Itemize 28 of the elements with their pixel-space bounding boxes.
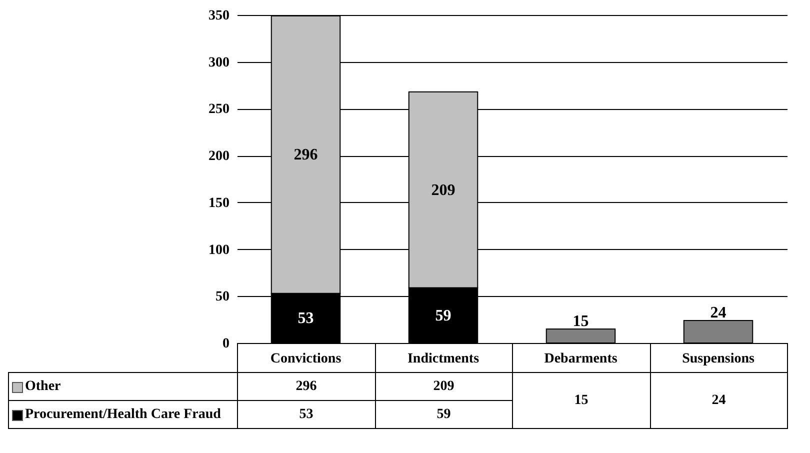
- data-label: 53: [238, 400, 375, 428]
- x-tick-label: Indictments: [407, 352, 480, 366]
- y-tick-label: 350: [208, 8, 230, 24]
- x-tick-label: Debarments: [544, 352, 618, 366]
- text: 15: [574, 392, 588, 408]
- text: 59: [435, 307, 452, 324]
- x-tick-label: Suspensions: [682, 352, 755, 366]
- data-label: 24: [710, 304, 726, 322]
- data-label: 296: [238, 372, 375, 400]
- text: 296: [294, 146, 318, 164]
- text: 209: [431, 182, 456, 199]
- bar: [683, 320, 754, 344]
- y-tick-label: 100: [208, 242, 230, 258]
- y-tick-label: 0: [222, 336, 230, 352]
- y-tick-label: 300: [208, 55, 230, 70]
- data-label: 59: [375, 400, 512, 428]
- x-tick-label: Convictions: [270, 352, 342, 366]
- data-label: 15: [572, 312, 589, 330]
- bar: [546, 328, 616, 344]
- legend-label: Other: [25, 379, 61, 394]
- y-tick-label: 250: [208, 102, 230, 118]
- data-label: 209: [375, 372, 512, 400]
- y-tick-label: 150: [208, 196, 230, 211]
- y-tick-label: 200: [208, 149, 230, 164]
- legend-label: Procurement/Health Care Fraud: [25, 407, 221, 422]
- y-tick-label: 50: [216, 290, 230, 305]
- text: 53: [298, 310, 314, 328]
- text: 24: [712, 392, 726, 408]
